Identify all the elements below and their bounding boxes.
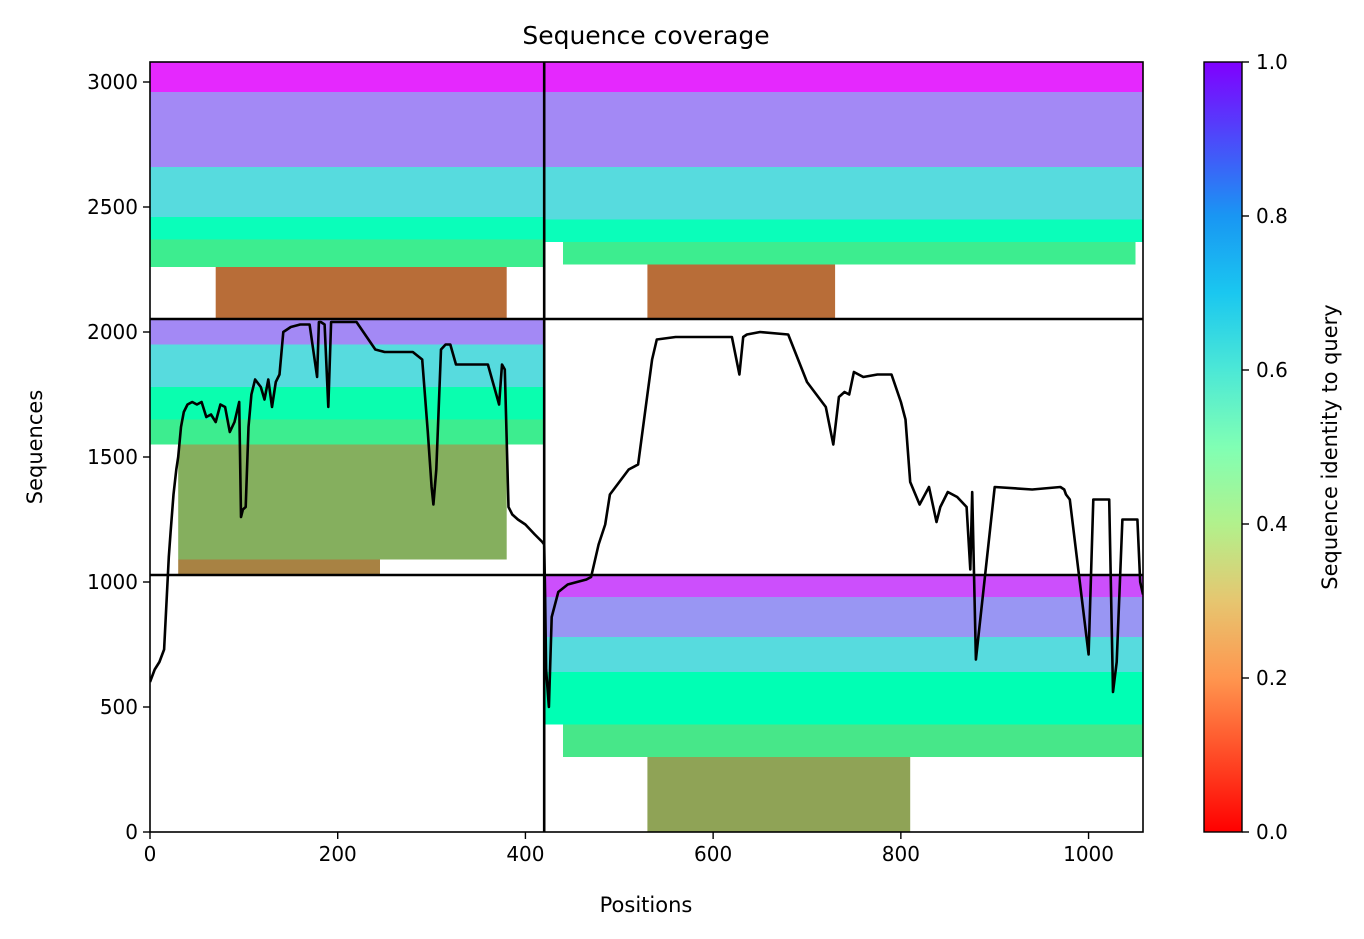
heatmap-band-1-0	[544, 62, 1143, 92]
y-tick-label: 1500	[87, 445, 138, 469]
colorbar-tick-label: 0.6	[1256, 358, 1288, 382]
colorbar-tick-label: 0.2	[1256, 666, 1288, 690]
heatmap-band-0-4	[150, 239, 545, 267]
coverage-line-group	[150, 320, 1143, 709]
y-tick-label: 2500	[87, 195, 138, 219]
heatmap-band-0-0	[150, 62, 545, 92]
x-axis: 0 200 400 600 800 1000	[144, 832, 1114, 866]
heatmap-band-3-1	[544, 597, 1143, 637]
heatmap-band-3-3	[544, 672, 1143, 725]
colorbar-label: Sequence identity to query	[1318, 304, 1342, 589]
colorbar-tick-label: 0.8	[1256, 204, 1288, 228]
chain-boundaries	[150, 62, 1143, 832]
coverage-heatmap	[150, 62, 1143, 832]
heatmap-band-3-5	[647, 757, 911, 832]
heatmap-band-1-4	[563, 242, 1136, 265]
heatmap-band-2-4	[178, 444, 507, 560]
heatmap-band-1-3	[544, 219, 1143, 242]
heatmap-band-3-0	[544, 575, 1143, 597]
heatmap-band-0-5	[215, 267, 507, 319]
heatmap-band-2-3	[150, 419, 545, 445]
x-tick-label: 800	[882, 842, 920, 866]
y-tick-label: 500	[100, 695, 138, 719]
heatmap-band-1-5	[647, 264, 836, 319]
y-tick-label: 1000	[87, 570, 138, 594]
x-axis-title: Positions	[600, 893, 693, 917]
colorbar-tick-label: 0.4	[1256, 512, 1288, 536]
x-tick-label: 0	[144, 842, 157, 866]
colorbar: 0.0 0.2 0.4 0.6 0.8 1.0 Sequence identity to …	[1203, 50, 1342, 844]
heatmap-band-0-3	[150, 217, 545, 240]
colorbar-gradient	[1203, 61, 1243, 833]
heatmap-band-2-2	[150, 387, 545, 420]
heatmap-band-0-1	[150, 92, 545, 167]
y-axis: 0 500 1000 1500 2000 2500 3000	[87, 70, 150, 844]
colorbar-tick-label: 1.0	[1256, 50, 1288, 74]
x-tick-label: 1000	[1063, 842, 1114, 866]
heatmap-band-3-2	[544, 637, 1143, 672]
chart-title: Sequence coverage	[522, 21, 769, 50]
x-tick-label: 400	[506, 842, 544, 866]
coverage-line	[150, 320, 1143, 709]
colorbar-tick-label: 0.0	[1256, 820, 1288, 844]
y-tick-label: 2000	[87, 320, 138, 344]
heatmap-band-2-5	[178, 559, 380, 575]
y-axis-title: Sequences	[23, 390, 47, 505]
heatmap-band-0-2	[150, 167, 545, 217]
y-tick-label: 3000	[87, 70, 138, 94]
x-tick-label: 600	[694, 842, 732, 866]
heatmap-band-1-2	[544, 167, 1143, 220]
heatmap-band-3-4	[563, 724, 1143, 757]
x-tick-label: 200	[319, 842, 357, 866]
plot-frame	[149, 61, 1144, 833]
y-tick-label: 0	[125, 820, 138, 844]
colorbar-ticks: 0.0 0.2 0.4 0.6 0.8 1.0	[1242, 50, 1288, 844]
heatmap-band-1-1	[544, 92, 1143, 167]
